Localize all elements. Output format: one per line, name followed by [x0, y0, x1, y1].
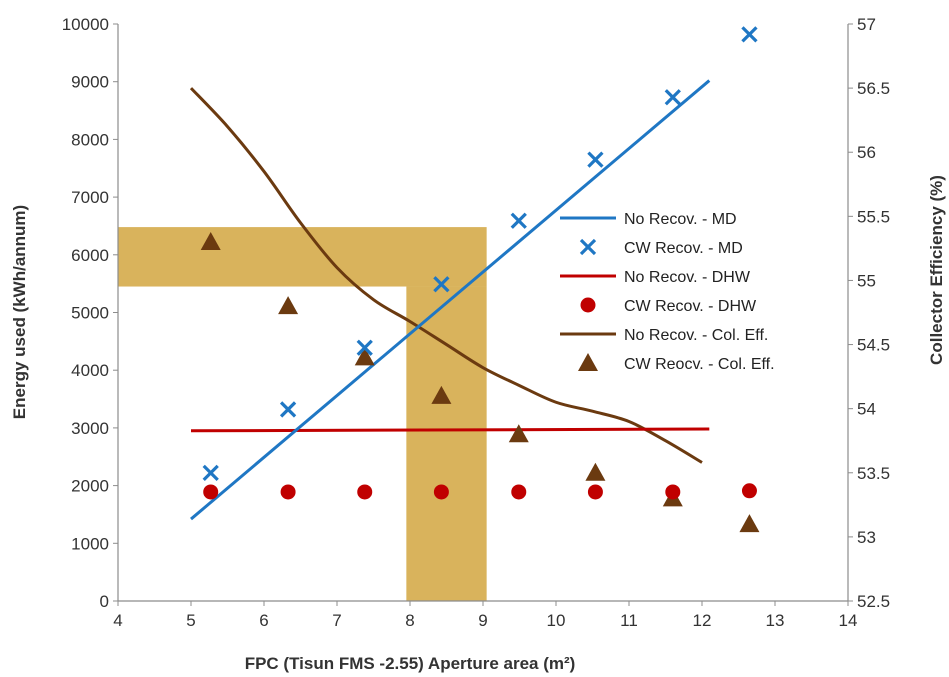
y2-tick-label: 52.5	[857, 592, 890, 611]
y-tick-label: 3000	[71, 419, 109, 438]
x-axis-title: FPC (Tisun FMS -2.55) Aperture area (m²)	[245, 654, 576, 673]
data-point-cw-recov-md	[202, 464, 219, 482]
data-point-cw-recov-md	[587, 151, 604, 168]
legend-label-no-recov-dhw: No Recov. - DHW	[624, 269, 751, 286]
y2-tick-label: 57	[857, 15, 876, 34]
series-line-no-recov-col-eff	[189, 87, 703, 464]
legend-label-cw-reocv-col-eff: CW Reocv. - Col. Eff.	[624, 356, 775, 373]
y2-axis-title: Collector Efficiency (%)	[927, 175, 946, 365]
y2-tick-label: 53	[857, 528, 876, 547]
data-point-cw-reocv-col-eff	[354, 347, 375, 366]
y-tick-label: 2000	[71, 477, 109, 496]
highlight-horizontal-band	[118, 227, 487, 287]
data-point-cw-recov-md	[664, 89, 681, 106]
data-point-cw-recov-md	[433, 276, 450, 293]
data-point-cw-recov-md	[510, 212, 527, 229]
y2-tick-label: 56	[857, 143, 876, 162]
x-tick-label: 10	[547, 611, 566, 630]
data-point-cw-reocv-col-eff	[278, 296, 299, 315]
x-tick-label: 8	[405, 611, 414, 630]
data-point-cw-recov-dhw	[357, 484, 373, 500]
legend-marker-cw-recov-dhw	[580, 297, 596, 313]
data-point-cw-recov-dhw	[741, 483, 757, 499]
legend-marker-cw-recov-md	[579, 238, 597, 256]
y-tick-label: 4000	[71, 361, 109, 380]
y-tick-label: 10000	[62, 15, 109, 34]
x-tick-label: 9	[478, 611, 487, 630]
series-line-no-recov-md	[190, 79, 711, 521]
y2-tick-label: 54.5	[857, 336, 890, 355]
y-tick-label: 6000	[71, 246, 109, 265]
legend-label-no-recov-md: No Recov. - MD	[624, 211, 737, 228]
x-tick-label: 12	[693, 611, 712, 630]
x-tick-label: 11	[620, 611, 638, 630]
y-tick-label: 9000	[71, 73, 109, 92]
x-tick-label: 5	[186, 611, 195, 630]
x-tick-label: 4	[113, 611, 122, 630]
series-layer	[189, 26, 760, 533]
y2-tick-label: 54	[857, 400, 876, 419]
x-tick-label: 6	[259, 611, 268, 630]
data-point-cw-recov-dhw	[203, 484, 219, 500]
legend-label-no-recov-col-eff: No Recov. - Col. Eff.	[624, 327, 768, 344]
legend-label-cw-recov-dhw: CW Recov. - DHW	[624, 298, 757, 315]
x-tick-label: 7	[332, 611, 341, 630]
data-point-cw-recov-dhw	[665, 484, 681, 500]
data-point-cw-recov-dhw	[433, 484, 449, 500]
legend-marker-cw-reocv-col-eff	[578, 353, 598, 371]
series-line-no-recov-dhw	[190, 427, 710, 433]
data-point-cw-recov-dhw	[511, 484, 527, 500]
data-point-cw-reocv-col-eff	[739, 514, 760, 533]
data-point-cw-recov-md	[356, 339, 373, 356]
data-point-cw-reocv-col-eff	[200, 231, 221, 250]
legend-label-cw-recov-md: CW Recov. - MD	[624, 240, 743, 257]
axes: 4 5 6 7 8 9 10 11 12 13 14010002000300040005000600…	[62, 15, 890, 630]
legend: No Recov. - MD CW Recov. - MD No Recov. - …	[560, 211, 775, 373]
y2-tick-label: 55	[857, 271, 876, 290]
y-tick-label: 7000	[71, 188, 109, 207]
y-tick-label: 8000	[71, 130, 109, 149]
highlight-bands	[118, 227, 487, 601]
data-point-cw-reocv-col-eff	[431, 385, 452, 404]
y2-tick-label: 56.5	[857, 79, 890, 98]
y-tick-label: 1000	[71, 534, 109, 553]
data-point-cw-recov-dhw	[280, 484, 296, 500]
data-point-cw-recov-md	[741, 26, 758, 43]
y-axis-title: Energy used (kWh/annum)	[10, 205, 29, 419]
y-tick-label: 0	[100, 592, 109, 611]
data-point-cw-reocv-col-eff	[585, 462, 606, 481]
y-tick-label: 5000	[71, 304, 109, 323]
y2-tick-label: 53.5	[857, 464, 890, 483]
y2-tick-label: 55.5	[857, 207, 890, 226]
x-tick-label: 14	[839, 611, 858, 630]
data-point-cw-recov-dhw	[587, 484, 603, 500]
data-point-cw-reocv-col-eff	[508, 424, 529, 443]
data-point-cw-recov-md	[279, 401, 297, 418]
x-tick-label: 13	[766, 611, 785, 630]
highlight-vertical-band	[406, 286, 487, 601]
